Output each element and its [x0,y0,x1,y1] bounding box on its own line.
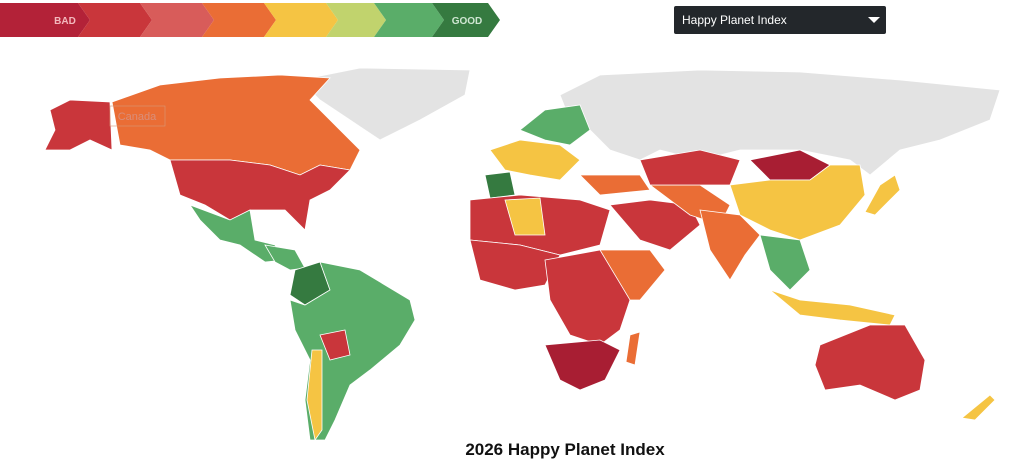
tooltip-label: Canada [118,111,157,123]
madagascar [625,331,641,366]
usa [169,159,351,231]
dropdown-selected[interactable]: Happy Planet Index [682,13,787,27]
sahara [504,197,546,236]
legend-step [140,3,214,37]
southern-africa [544,339,621,391]
legend-step [202,3,276,37]
japan [864,174,901,216]
australia [814,324,926,401]
legend-step [264,3,338,37]
turkey-region [579,174,651,196]
tooltip-box [109,105,166,127]
metric-dropdown[interactable]: Happy Planet Index [674,6,886,34]
legend-step [326,3,386,37]
west-africa [469,239,561,291]
legend-step [374,3,444,37]
indonesia [769,289,896,326]
legend-high-label: GOOD [452,16,483,27]
europe-west [489,139,581,181]
legend-low-label: BAD [54,16,76,27]
legend-step [78,3,152,37]
dropdown-arrow[interactable] [868,17,880,23]
dropdown-box[interactable] [674,6,886,34]
legend-step [0,3,90,37]
southeast-asia [759,234,811,291]
hover-tooltip: Canada [109,105,166,127]
greenland [299,67,471,141]
chile [306,349,323,441]
bolivia [319,329,351,361]
map-title: 2026 Happy Planet Index [465,440,665,459]
new-zealand [961,394,996,421]
spain [484,171,516,199]
china [729,164,866,241]
legend: BAD GOOD [0,3,500,37]
central-asia [639,149,741,186]
middle-east [609,199,701,251]
alaska [44,99,113,151]
legend-step [432,3,500,37]
horn-africa [599,249,666,301]
europe-north [519,104,591,146]
india [699,209,761,281]
world-map [44,67,1001,441]
